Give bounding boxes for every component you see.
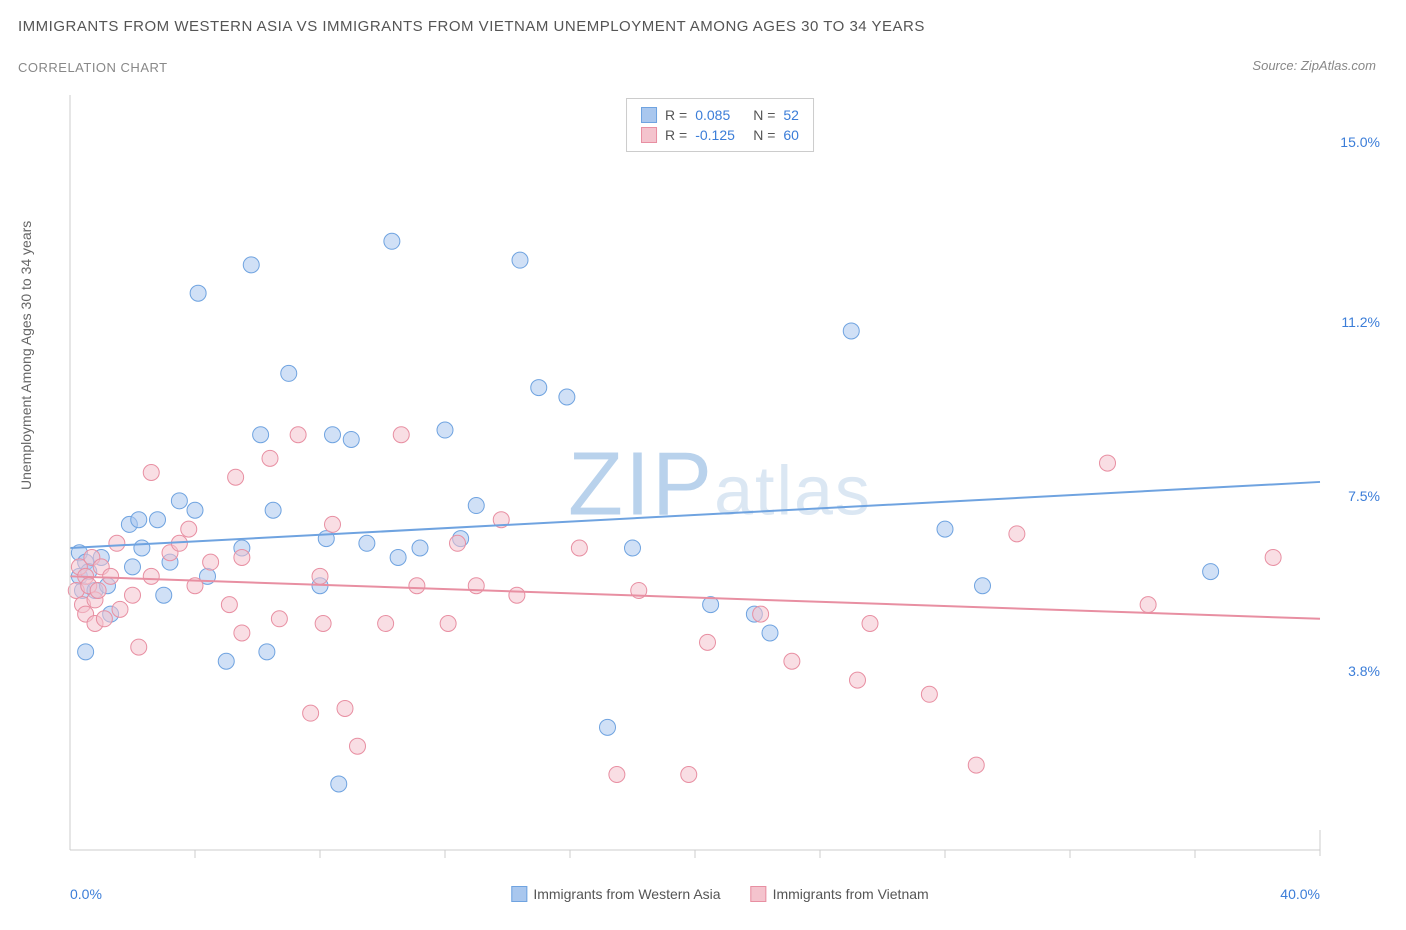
correlation-legend: R = 0.085 N = 52 R = -0.125 N = 60 (626, 98, 814, 152)
legend-row-series-1: R = 0.085 N = 52 (641, 105, 799, 125)
legend-label-series-1: Immigrants from Western Asia (533, 886, 720, 902)
chart-subtitle: CORRELATION CHART (18, 60, 168, 75)
y-tick: 15.0% (1340, 134, 1380, 150)
source-attribution: Source: ZipAtlas.com (1252, 58, 1376, 73)
series-legend: Immigrants from Western Asia Immigrants … (511, 886, 928, 902)
swatch-series-2 (751, 886, 767, 902)
y-tick: 3.8% (1348, 663, 1380, 679)
n-label: N = (753, 127, 775, 143)
legend-item-series-2: Immigrants from Vietnam (751, 886, 929, 902)
swatch-series-1 (511, 886, 527, 902)
r-label: R = (665, 107, 687, 123)
y-tick: 7.5% (1348, 488, 1380, 504)
r-value-series-2: -0.125 (695, 127, 745, 143)
source-label: Source: (1252, 58, 1297, 73)
scatter-plot-svg (60, 90, 1380, 880)
legend-label-series-2: Immigrants from Vietnam (773, 886, 929, 902)
n-label: N = (753, 107, 775, 123)
x-tick: 40.0% (1280, 886, 1320, 902)
chart-area: ZIPatlas R = 0.085 N = 52 R = -0.125 N =… (60, 90, 1380, 880)
chart-title: IMMIGRANTS FROM WESTERN ASIA VS IMMIGRAN… (18, 18, 925, 35)
y-tick: 11.2% (1341, 314, 1380, 330)
swatch-series-2 (641, 127, 657, 143)
r-label: R = (665, 127, 687, 143)
source-value: ZipAtlas.com (1301, 58, 1376, 73)
n-value-series-2: 60 (783, 127, 799, 143)
y-axis-label: Unemployment Among Ages 30 to 34 years (18, 221, 34, 490)
legend-row-series-2: R = -0.125 N = 60 (641, 125, 799, 145)
swatch-series-1 (641, 107, 657, 123)
n-value-series-1: 52 (783, 107, 799, 123)
r-value-series-1: 0.085 (695, 107, 745, 123)
x-tick: 0.0% (70, 886, 102, 902)
legend-item-series-1: Immigrants from Western Asia (511, 886, 720, 902)
